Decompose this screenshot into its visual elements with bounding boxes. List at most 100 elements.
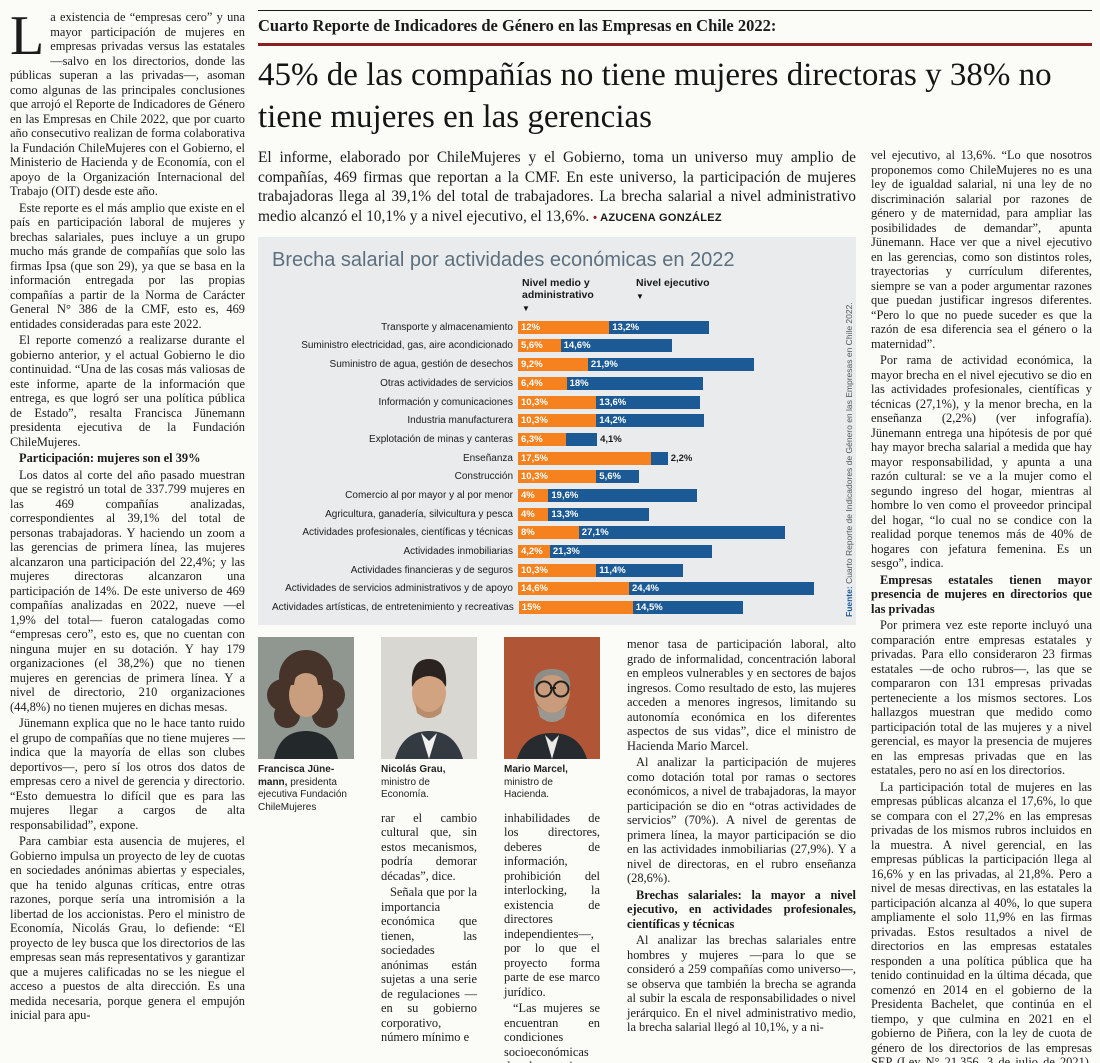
paragraph: Por rama de actividad económica, la mayo…: [871, 353, 1092, 571]
chart-title: Brecha salarial por actividades económic…: [272, 249, 735, 272]
chart-category-label: Construcción: [454, 471, 513, 483]
bar-nivel-ejecutivo: 19,6%: [548, 488, 698, 502]
bar-nivel-ejecutivo: 13,3%: [548, 507, 650, 521]
bar-value-label: 4,1%: [600, 433, 622, 445]
chart-row: Actividades inmobiliarias 4,2% 21,3%: [272, 542, 842, 561]
chart-source: Fuente: Cuarto Reporte de Indicadores de…: [844, 255, 854, 618]
bar-nivel-ejecutivo: 5,6%: [596, 470, 639, 484]
chart-category-label: Información y comunicaciones: [378, 396, 513, 408]
below-chart-strip: Francisca Jüne- mann, presidenta ejecuti…: [258, 637, 856, 1063]
byline-name: AZUCENA GONZÁLEZ: [600, 211, 722, 224]
chart-row: Actividades financieras y de seguros 10,3…: [272, 561, 842, 580]
chart-category-label: Otras actividades de servicios: [380, 377, 513, 389]
paragraph: Jünemann explica que no le hace tanto ru…: [10, 716, 245, 832]
bar-nivel-ejecutivo: 14,2%: [596, 414, 705, 428]
bar-nivel-medio-administrativo: 12%: [518, 320, 610, 334]
chart-row: Suministro electricidad, gas, aire acond…: [272, 337, 842, 356]
lead-text: El informe, elaborado por ChileMujeres y…: [258, 149, 856, 225]
source-text: Cuarto Reporte de Indicadores de Género …: [844, 302, 854, 587]
kicker: Cuarto Reporte de Indicadores de Género …: [258, 16, 777, 35]
bar-nivel-medio-administrativo: 10,3%: [518, 470, 597, 484]
legend-item-medio: Nivel medio y administrativo ▼: [522, 278, 622, 313]
source-label: Fuente:: [844, 586, 854, 618]
portrait-photo-nicolas-grau: [381, 637, 477, 760]
paragraph: Para cambiar esta ausencia de mujeres, e…: [10, 834, 245, 1022]
bar-nivel-ejecutivo: 18%: [566, 376, 704, 390]
paragraph: Al analizar las brechas salariales entre…: [627, 933, 856, 1035]
bar-nivel-ejecutivo: 21,9%: [587, 358, 755, 372]
paragraph: Señala que por la importancia económica …: [381, 885, 477, 1045]
paragraph: “Las mujeres se encuentran en condicione…: [504, 1001, 600, 1063]
bar-nivel-ejecutivo: 11,4%: [596, 563, 683, 577]
chart-category-label: Actividades financieras y de seguros: [350, 564, 513, 576]
bar-nivel-medio-administrativo: 10,3%: [518, 414, 597, 428]
column-e: menor tasa de participación laboral, alt…: [627, 637, 856, 1063]
legend-item-ejecutivo: Nivel ejecutivo ▼: [636, 278, 724, 313]
caption-name: Mario Marcel,: [504, 764, 568, 776]
bar-nivel-medio-administrativo: 10,3%: [518, 563, 597, 577]
photo-caption: Francisca Jüne- mann, presidenta ejecuti…: [258, 764, 354, 814]
paragraph: Al analizar la participación de mujeres …: [627, 755, 856, 886]
chart-category-label: Suministro electricidad, gas, aire acond…: [301, 340, 513, 352]
chart-row: Otras actividades de servicios 6,4% 18%: [272, 374, 842, 393]
chart-category-label: Suministro de agua, gestión de desechos: [329, 359, 513, 371]
photo-column-grau: Nicolás Grau, ministro de Economía. rar …: [381, 637, 477, 1063]
photo-caption: Nicolás Grau, ministro de Economía.: [381, 764, 477, 802]
bar-nivel-ejecutivo: 24,4%: [629, 582, 815, 596]
chart-category-label: Actividades profesionales, científicas y…: [302, 527, 513, 539]
chart-category-label: Actividades artísticas, de entretenimien…: [272, 602, 514, 614]
red-rule: [258, 43, 1092, 46]
right-column: vel ejecutivo, al 13,6%. “Lo que nosotro…: [871, 148, 1092, 1063]
bar-nivel-medio-administrativo: 10,3%: [518, 395, 597, 409]
bar-nivel-ejecutivo: 13,6%: [596, 395, 700, 409]
chart-row: Información y comunicaciones 10,3% 13,6%: [272, 393, 842, 412]
bar-nivel-ejecutivo: 14,5%: [632, 601, 743, 615]
down-triangle-icon: ▼: [636, 292, 644, 302]
paragraph: Por primera vez este reporte incluyó una…: [871, 618, 1092, 778]
chart-row: Actividades de servicios administrativos…: [272, 580, 842, 599]
bar-nivel-ejecutivo: [651, 451, 668, 465]
chart-category-label: Actividades inmobiliarias: [403, 546, 514, 557]
legend-label: Nivel medio y administrativo: [522, 277, 594, 302]
caption-role: ministro de Economía.: [381, 776, 430, 801]
paragraph: La participación total de mujeres en las…: [871, 779, 1092, 1063]
chart-row: Enseñanza 17,5% 2,2%: [272, 449, 842, 468]
byline-bullet-icon: •: [593, 211, 598, 224]
column-c-text: rar el cambio cultural que, sin estos me…: [381, 811, 477, 1045]
bar-nivel-medio-administrativo: 6,3%: [518, 432, 566, 446]
caption-role: presidenta ejecutiva Fundación ChileMuje…: [258, 776, 347, 813]
paragraph-text: a existencia de “empresas cero” y una ma…: [10, 10, 245, 198]
section-subhead: Empresas estatales tienen mayor presenci…: [871, 572, 1092, 616]
paragraph: Los datos al corte del año pasado muestr…: [10, 467, 245, 714]
bar-nivel-medio-administrativo: 5,6%: [518, 339, 561, 353]
bar-nivel-medio-administrativo: 6,4%: [518, 376, 567, 390]
salary-gap-chart: Brecha salarial por actividades económic…: [258, 237, 856, 626]
section-subhead: Brechas salariales: la mayor a nivel eje…: [627, 887, 856, 931]
bar-nivel-medio-administrativo: 15%: [518, 601, 633, 615]
bar-nivel-medio-administrativo: 4%: [518, 507, 549, 521]
chart-row: Agricultura, ganadería, silvicultura y p…: [272, 505, 842, 524]
chart-category-label: Explotación de minas y canteras: [369, 433, 513, 445]
paragraph: El reporte comenzó a realizarse durante …: [10, 333, 245, 449]
chart-rows: Transporte y almacenamiento 12% 13,2% Sumin…: [272, 318, 842, 617]
paragraph: rar el cambio cultural que, sin estos me…: [381, 810, 477, 883]
chart-row: Explotación de minas y canteras 6,3% 4,1%: [272, 430, 842, 449]
chart-row: Actividades artísticas, de entretenimien…: [272, 598, 842, 617]
section-subhead: Participación: mujeres son el 39%: [19, 451, 201, 465]
photo-column-marcel: Mario Marcel, ministro de Hacienda. inha…: [504, 637, 600, 1063]
portrait-photo-francisca-junemann: [258, 637, 354, 760]
bar-nivel-medio-administrativo: 4,2%: [518, 545, 550, 558]
chart-category-label: Industria manufacturera: [407, 415, 513, 427]
headline: 45% de las compañías no tiene mujeres di…: [258, 57, 1052, 135]
chart-row: Construcción 10,3% 5,6%: [272, 467, 842, 486]
bar-nivel-ejecutivo: 27,1%: [578, 526, 785, 540]
chart-category-label: Agricultura, ganadería, silvicultura y p…: [325, 508, 513, 520]
bar-nivel-medio-administrativo: 8%: [518, 526, 579, 540]
legend-label: Nivel ejecutivo: [636, 277, 710, 290]
chart-row: Suministro de agua, gestión de desechos 9…: [272, 355, 842, 374]
bar-nivel-medio-administrativo: 17,5%: [518, 451, 651, 465]
bar-nivel-ejecutivo: 14,6%: [560, 339, 672, 353]
dropcap: L: [10, 5, 45, 67]
